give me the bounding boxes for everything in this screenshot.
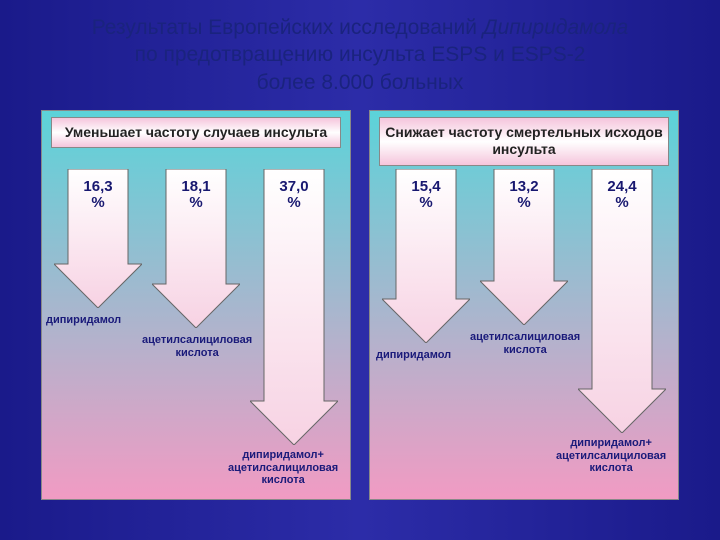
arrow-label: дипиридамол+ацетилсалициловаякислота <box>228 449 338 487</box>
title-line3: более 8.000 больных <box>257 71 464 94</box>
panel-1: Снижает частоту смертельных исходов инсу… <box>369 110 679 500</box>
arrow-percent: 16,3% <box>54 179 142 212</box>
title-part1: Результаты Европейских исследований <box>92 16 483 39</box>
panel-header: Снижает частоту смертельных исходов инсу… <box>379 117 669 166</box>
arrow-label: ацетилсалициловаякислота <box>142 334 252 359</box>
arrow-percent: 15,4% <box>382 179 470 212</box>
arrow: 37,0%дипиридамол+ацетилсалициловаякислот… <box>250 169 338 445</box>
arrow: 15,4%дипиридамол <box>382 169 470 343</box>
arrow-percent: 24,4% <box>578 179 666 212</box>
slide-title: Результаты Европейских исследований Дипи… <box>0 0 720 104</box>
panels-row: Уменьшает частоту случаев инсульта16,3%д… <box>0 104 720 500</box>
arrow-percent: 18,1% <box>152 179 240 212</box>
title-line2: по предотвращению инсульта ESPS и ESPS-2 <box>135 43 586 66</box>
arrow-label: ацетилсалициловаякислота <box>470 331 580 356</box>
arrow-percent: 37,0% <box>250 179 338 212</box>
arrow: 13,2%ацетилсалициловаякислота <box>480 169 568 325</box>
arrow: 16,3%дипиридамол <box>54 169 142 308</box>
arrow-percent: 13,2% <box>480 179 568 212</box>
arrow: 24,4%дипиридамол+ацетилсалициловаякислот… <box>578 169 666 433</box>
arrow-label: дипиридамол+ацетилсалициловаякислота <box>556 437 666 475</box>
title-italic: Дипиридамола <box>483 16 628 39</box>
panel-header: Уменьшает частоту случаев инсульта <box>51 117 341 149</box>
arrow: 18,1%ацетилсалициловаякислота <box>152 169 240 328</box>
panel-0: Уменьшает частоту случаев инсульта16,3%д… <box>41 110 351 500</box>
arrow-label: дипиридамол <box>46 314 121 327</box>
arrow-label: дипиридамол <box>376 349 451 362</box>
slide: Результаты Европейских исследований Дипи… <box>0 0 720 540</box>
